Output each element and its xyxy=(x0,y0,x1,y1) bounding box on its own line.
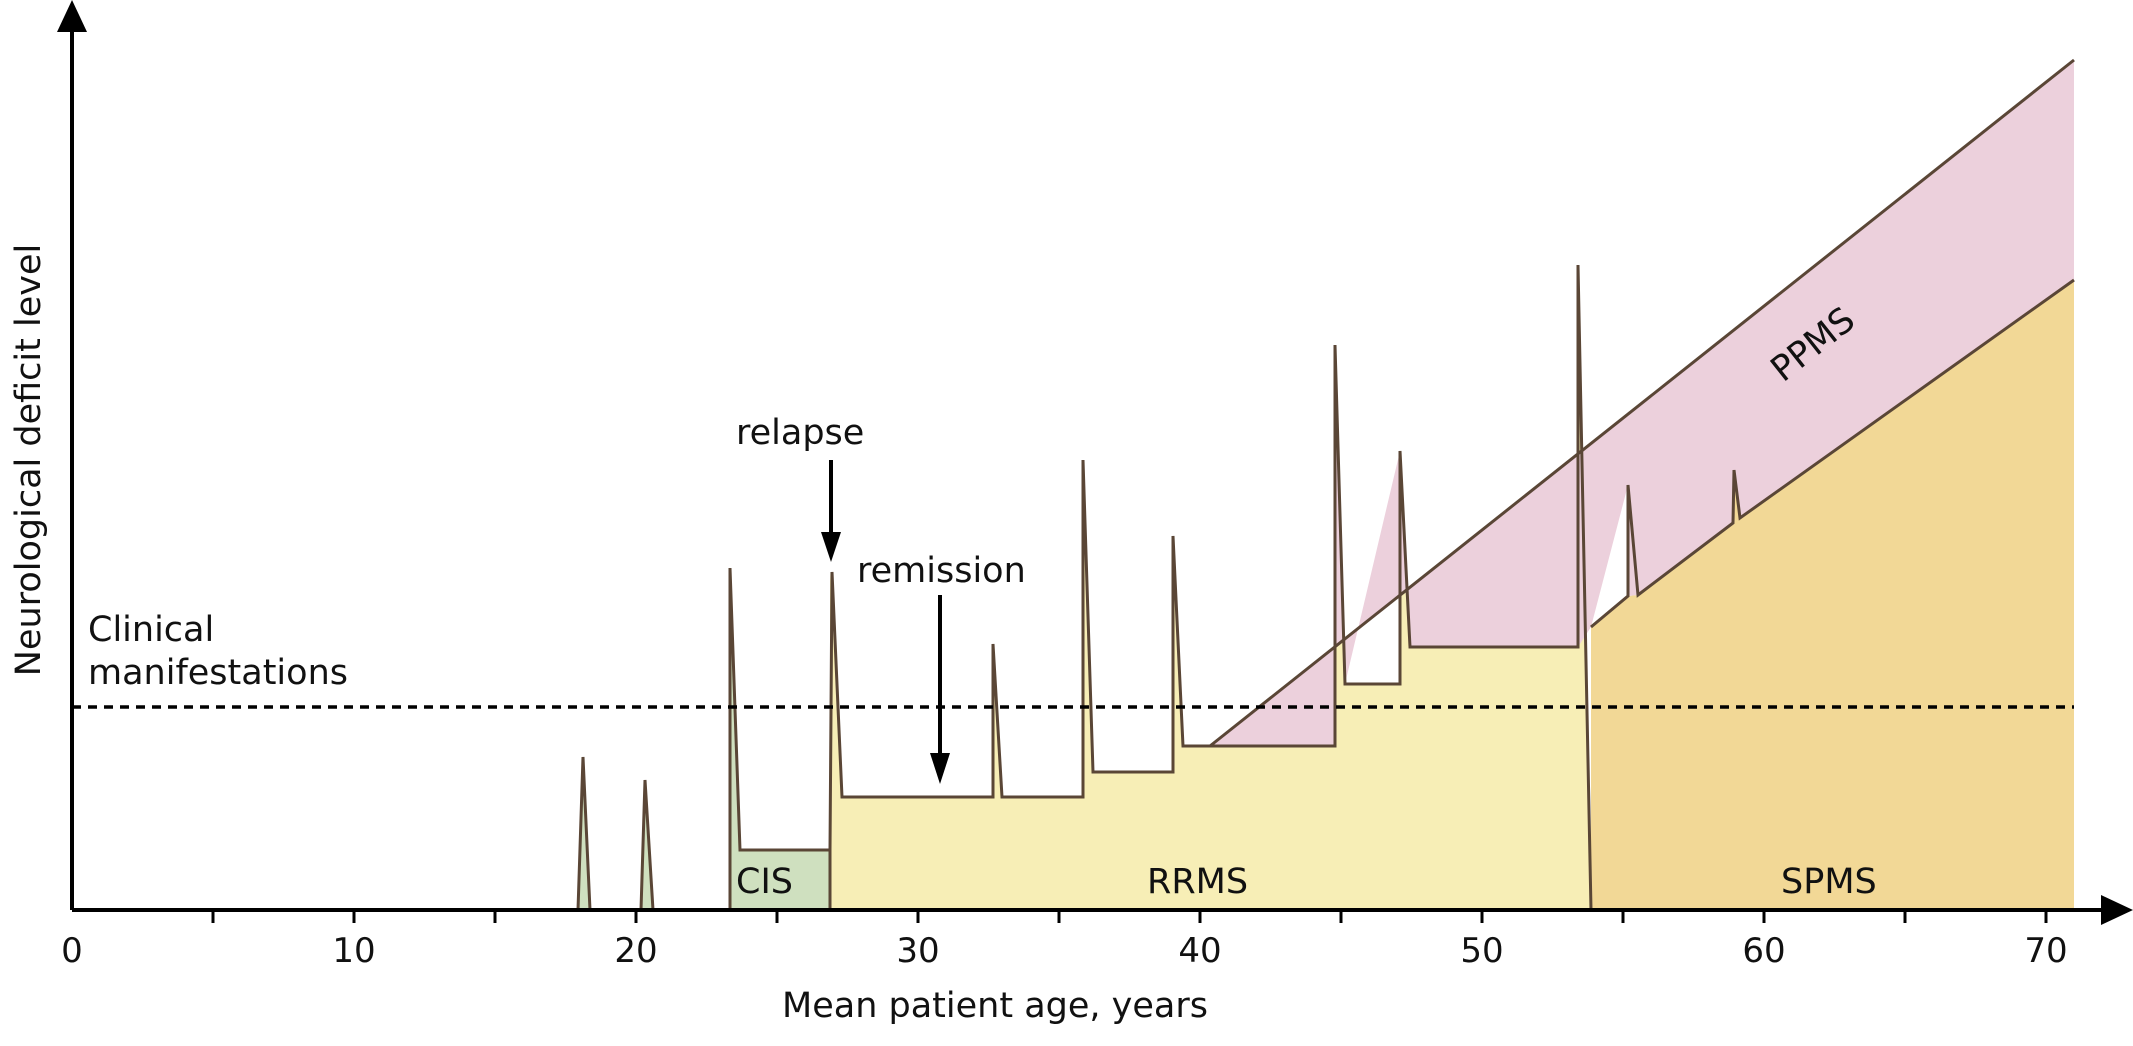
remission-label: remission xyxy=(857,551,1026,591)
x-ticks: 0 10 20 30 40 50 60 70 xyxy=(61,910,2068,971)
relapse-remission-outline xyxy=(728,264,1593,911)
relapse-label: relapse xyxy=(736,413,864,453)
cis-region xyxy=(730,568,830,910)
relapse-arrowhead xyxy=(821,532,841,562)
rrms-label: RRMS xyxy=(1147,862,1248,902)
clinical-threshold-label-1: Clinical xyxy=(88,610,214,650)
x-tick-label-10: 10 xyxy=(332,931,375,971)
axes: 0 10 20 30 40 50 60 70 xyxy=(57,0,2133,971)
clinical-threshold-label-2: manifestations xyxy=(88,653,348,693)
remission-arrowhead xyxy=(930,753,950,784)
y-axis-title: Neurological deficit level xyxy=(9,244,49,676)
x-tick-label-40: 40 xyxy=(1178,931,1221,971)
x-tick-label-50: 50 xyxy=(1460,931,1503,971)
early-relapse-outline-2 xyxy=(639,779,655,911)
spms-upper-boundary xyxy=(1590,278,2075,629)
x-tick-label-0: 0 xyxy=(61,931,83,971)
x-axis-arrowhead xyxy=(2101,895,2133,925)
rrms-region xyxy=(830,265,1591,910)
x-axis-title: Mean patient age, years xyxy=(782,986,1208,1026)
x-tick-label-30: 30 xyxy=(896,931,939,971)
x-tick-label-20: 20 xyxy=(614,931,657,971)
disease-course-outline xyxy=(576,58,2075,911)
spms-label: SPMS xyxy=(1781,862,1877,902)
spms-region xyxy=(1591,280,2074,910)
early-relapse-outline-1 xyxy=(576,756,592,911)
y-axis-arrowhead xyxy=(57,0,87,32)
cis-label: CIS xyxy=(736,862,793,902)
ppms-upper-boundary xyxy=(1209,58,2075,748)
x-tick-label-70: 70 xyxy=(2024,931,2067,971)
x-tick-label-60: 60 xyxy=(1742,931,1785,971)
